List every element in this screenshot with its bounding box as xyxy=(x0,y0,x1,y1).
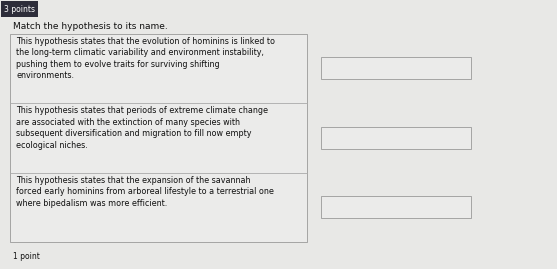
FancyBboxPatch shape xyxy=(321,127,471,149)
Text: 3 points: 3 points xyxy=(4,5,35,14)
FancyBboxPatch shape xyxy=(10,34,307,242)
FancyBboxPatch shape xyxy=(321,196,471,218)
FancyBboxPatch shape xyxy=(2,1,37,17)
Text: This hypothesis states that the expansion of the savannah
forced early hominins : This hypothesis states that the expansio… xyxy=(17,176,275,208)
Text: This hypothesis states that periods of extreme climate change
are associated wit: This hypothesis states that periods of e… xyxy=(17,106,268,150)
Text: 1 point: 1 point xyxy=(13,252,40,261)
FancyBboxPatch shape xyxy=(321,57,471,80)
Text: This hypothesis states that the evolution of hominins is linked to
the long-term: This hypothesis states that the evolutio… xyxy=(17,37,276,80)
Text: Match the hypothesis to its name.: Match the hypothesis to its name. xyxy=(13,22,167,31)
